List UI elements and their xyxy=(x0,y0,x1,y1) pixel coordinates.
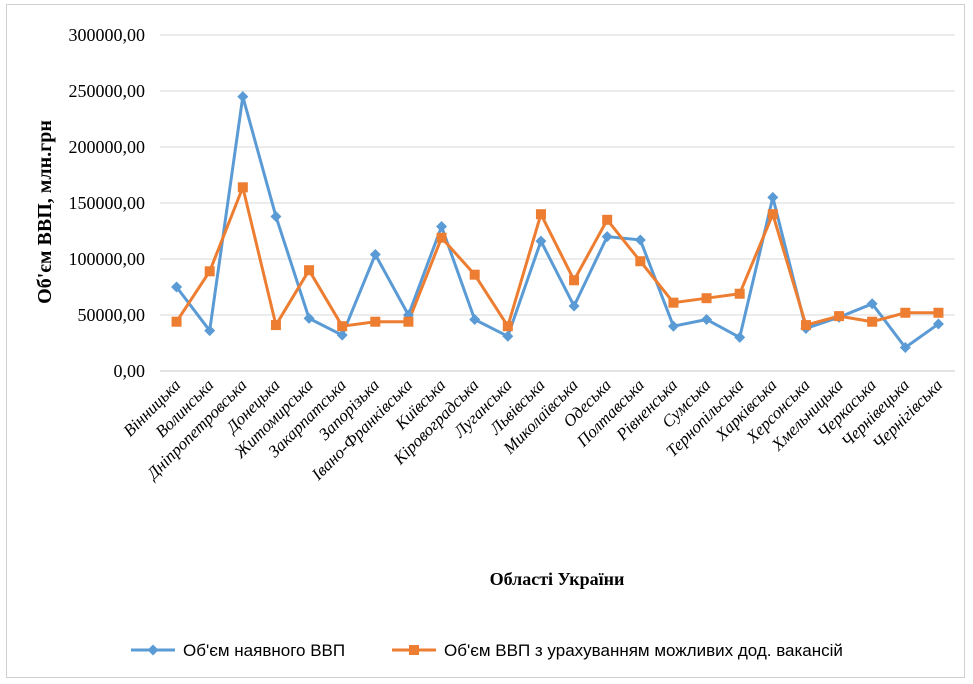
legend-item-series-1: Об'єм ВВП з урахуванням можливих дод. ва… xyxy=(392,641,843,660)
legend-marker-series-0 xyxy=(147,644,159,656)
legend-marker-series-1 xyxy=(409,645,419,655)
data-point-series-1 xyxy=(436,232,447,243)
x-axis-title: Області України xyxy=(490,569,625,589)
data-point-series-1 xyxy=(204,266,215,277)
data-point-series-0 xyxy=(734,331,746,343)
data-point-series-0 xyxy=(701,313,713,325)
data-point-series-1 xyxy=(800,320,811,331)
data-point-series-1 xyxy=(867,316,878,327)
series-markers xyxy=(171,91,944,353)
data-point-series-1 xyxy=(569,275,580,286)
y-tick-label: 50000,00 xyxy=(78,305,146,325)
data-point-series-0 xyxy=(369,249,381,261)
data-point-series-0 xyxy=(932,318,944,330)
data-point-series-1 xyxy=(701,293,712,304)
series-line-1 xyxy=(175,185,939,328)
legend-label-series-0: Об'єм наявного ВВП xyxy=(183,641,345,660)
data-point-series-1 xyxy=(535,209,546,220)
data-point-series-0 xyxy=(237,91,249,103)
legend: Об'єм наявного ВВП Об'єм ВВП з урахуванн… xyxy=(131,641,843,660)
y-tick-label: 100000,00 xyxy=(69,249,146,269)
data-point-series-0 xyxy=(303,312,315,324)
data-point-series-1 xyxy=(370,316,381,327)
data-point-series-1 xyxy=(734,288,745,299)
data-point-series-1 xyxy=(933,307,944,318)
data-point-series-0 xyxy=(634,234,646,246)
data-point-series-0 xyxy=(568,300,580,312)
y-tick-label: 250000,00 xyxy=(69,81,146,101)
data-point-series-0 xyxy=(270,210,282,222)
y-tick-label: 0,00 xyxy=(114,361,146,381)
data-point-series-0 xyxy=(767,191,779,203)
data-point-series-1 xyxy=(900,307,911,318)
data-point-series-0 xyxy=(336,329,348,341)
legend-label-series-1: Об'єм ВВП з урахуванням можливих дод. ва… xyxy=(444,641,843,660)
series-lines xyxy=(175,95,940,349)
data-point-series-0 xyxy=(171,281,183,293)
series-line-0 xyxy=(175,95,940,349)
data-point-series-1 xyxy=(635,256,646,267)
y-tick-labels: 0,00 50000,00 100000,00 150000,00 200000,00 2… xyxy=(69,25,146,381)
data-point-series-1 xyxy=(502,321,513,332)
data-point-series-1 xyxy=(171,316,182,327)
data-point-series-1 xyxy=(403,316,414,327)
data-point-series-0 xyxy=(601,231,613,243)
data-point-series-0 xyxy=(866,298,878,310)
data-point-series-1 xyxy=(767,209,778,220)
chart-frame xyxy=(6,4,965,678)
data-point-series-1 xyxy=(337,321,348,332)
data-point-series-1 xyxy=(602,214,613,225)
y-tick-label: 200000,00 xyxy=(69,137,146,157)
y-tick-label: 300000,00 xyxy=(69,25,146,45)
data-point-series-0 xyxy=(469,313,481,325)
y-tick-label: 150000,00 xyxy=(69,193,146,213)
data-point-series-0 xyxy=(502,330,514,342)
data-point-series-1 xyxy=(668,297,679,308)
data-point-series-0 xyxy=(535,235,547,247)
data-point-series-0 xyxy=(436,221,448,233)
data-point-series-1 xyxy=(834,311,845,322)
legend-item-series-0: Об'єм наявного ВВП xyxy=(131,641,345,660)
data-point-series-0 xyxy=(204,325,216,337)
data-point-series-0 xyxy=(667,320,679,332)
data-point-series-1 xyxy=(237,182,248,193)
x-tick-labels: ВінницькаВолинськаДніпропетровськаДонець… xyxy=(120,375,947,484)
data-point-series-0 xyxy=(899,341,911,353)
data-point-series-1 xyxy=(469,269,480,280)
gridlines xyxy=(160,34,955,372)
y-axis-title: Об'єм ВВП, млн.грн xyxy=(34,120,56,304)
data-point-series-1 xyxy=(270,320,281,331)
data-point-series-1 xyxy=(304,265,315,276)
